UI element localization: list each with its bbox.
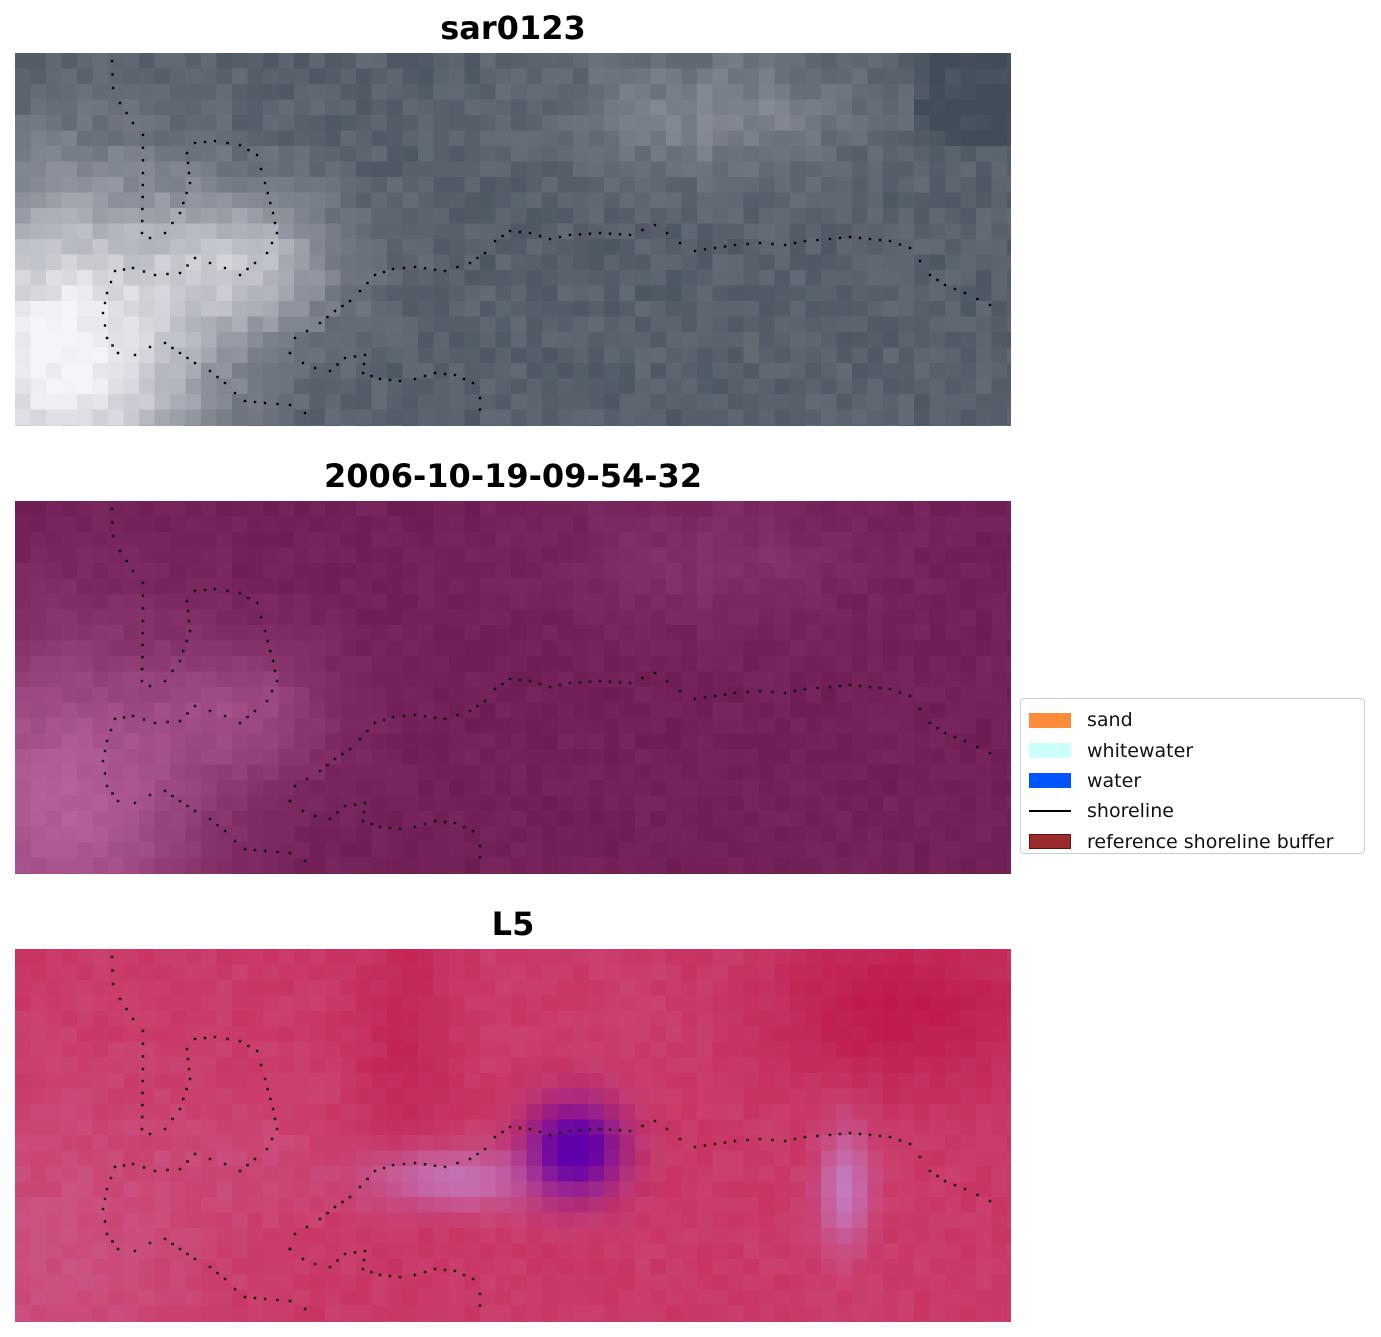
shoreline-line-swatch bbox=[1029, 810, 1071, 813]
water-swatch bbox=[1029, 773, 1071, 789]
satellite-image-panel bbox=[15, 949, 1011, 1322]
panel-title: 2006-10-19-09-54-32 bbox=[323, 457, 703, 495]
panel-title: L5 bbox=[491, 905, 535, 943]
legend-label: whitewater bbox=[1087, 739, 1194, 762]
legend-item-shoreline: shoreline bbox=[1029, 796, 1356, 826]
legend-label: water bbox=[1087, 769, 1142, 792]
legend-item-water: water bbox=[1029, 766, 1356, 796]
legend-item-sand: sand bbox=[1029, 705, 1356, 735]
legend-item-whitewater: whitewater bbox=[1029, 735, 1356, 765]
satellite-image-panel bbox=[15, 501, 1011, 874]
legend-item-reference-shoreline-buffer: reference shoreline buffer bbox=[1029, 827, 1356, 857]
sand-swatch bbox=[1029, 712, 1071, 728]
legend: sand whitewater water shoreline referenc… bbox=[1020, 698, 1365, 854]
whitewater-swatch bbox=[1029, 743, 1071, 759]
satellite-image-panel bbox=[15, 53, 1011, 426]
panel-title: sar0123 bbox=[440, 9, 586, 47]
reference-buffer-swatch bbox=[1029, 834, 1071, 850]
legend-label: reference shoreline buffer bbox=[1087, 830, 1334, 853]
legend-label: shoreline bbox=[1087, 800, 1174, 823]
legend-label: sand bbox=[1087, 709, 1133, 732]
